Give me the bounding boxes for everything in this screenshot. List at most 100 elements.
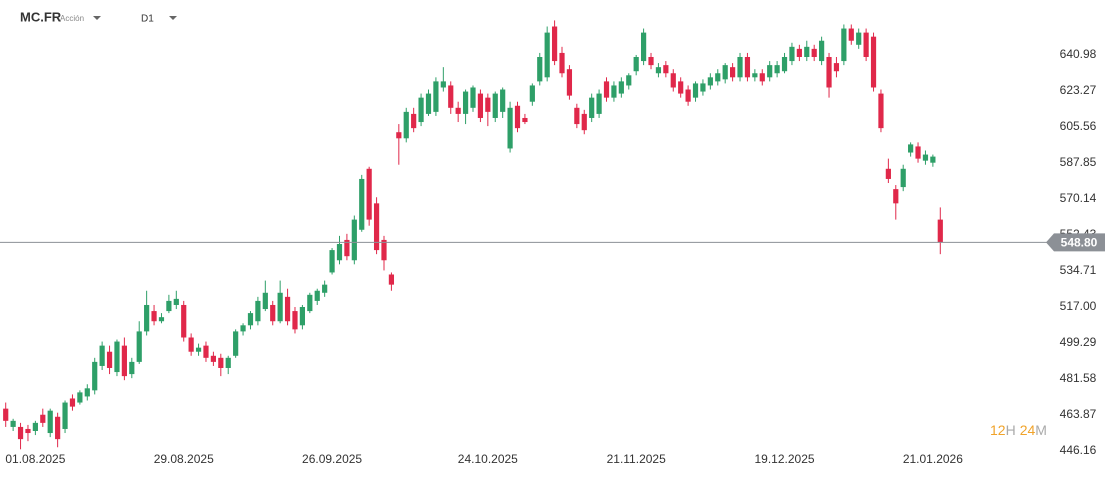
- price-tag: [1046, 233, 1105, 252]
- x-tick-label: 21.01.2026: [903, 452, 963, 466]
- candle-body: [640, 32, 647, 62]
- candle-body: [633, 56, 639, 72]
- candle-body: [99, 345, 105, 366]
- candle-body: [700, 83, 706, 92]
- candle-body: [388, 274, 395, 285]
- candle-body: [581, 113, 587, 131]
- x-tick-label: 21.11.2025: [607, 452, 666, 466]
- y-tick-label: 570.14: [1060, 191, 1097, 205]
- candle-body: [329, 250, 335, 273]
- dropdown-arrow[interactable]: [169, 16, 177, 20]
- candle-body: [247, 313, 254, 326]
- candle-body: [411, 113, 417, 129]
- candle-body: [314, 290, 320, 301]
- candle-body: [151, 311, 157, 322]
- candle-body: [930, 156, 936, 163]
- candle-body: [136, 331, 142, 362]
- candle-body: [396, 132, 402, 139]
- candle-body: [470, 87, 476, 108]
- y-tick-label: 446.16: [1060, 443, 1097, 457]
- candle-body: [514, 105, 521, 129]
- candle-body: [618, 81, 624, 94]
- y-tick-label: 534.71: [1060, 263, 1097, 277]
- candle-body: [715, 73, 721, 82]
- candle-body: [848, 28, 854, 41]
- candle-body: [759, 73, 765, 82]
- x-tick-label: 01.08.2025: [5, 452, 65, 466]
- candle-body: [188, 337, 194, 352]
- candle-body: [529, 85, 535, 102]
- candle-body: [47, 410, 53, 434]
- candle-body: [173, 298, 179, 305]
- session-badge: 12H 24M: [990, 422, 1047, 438]
- candle-body: [403, 111, 409, 139]
- candle-body: [551, 26, 558, 62]
- candle-body: [477, 93, 484, 118]
- candle-body: [433, 81, 439, 112]
- candle-body: [878, 93, 884, 129]
- candle-body: [744, 56, 751, 78]
- candle-body: [455, 107, 461, 114]
- candle-body: [730, 67, 736, 78]
- candle-body: [507, 107, 513, 149]
- candle-body: [270, 304, 276, 322]
- y-tick-label: 499.29: [1060, 335, 1097, 349]
- candle-body: [804, 46, 810, 57]
- y-tick-label: 605.56: [1060, 119, 1097, 133]
- candle-body: [166, 300, 172, 312]
- candle-body: [856, 32, 862, 45]
- candle-body: [336, 243, 343, 261]
- candle-body: [663, 65, 669, 74]
- candle-body: [722, 65, 728, 80]
- candle-body: [811, 48, 817, 57]
- candle-body: [3, 408, 9, 421]
- candle-body: [307, 294, 313, 312]
- candle-body: [181, 304, 187, 338]
- candle-body: [17, 426, 24, 440]
- candle-body: [537, 56, 543, 82]
- candle-body: [841, 28, 847, 62]
- candle-body: [893, 189, 899, 204]
- x-tick-label: 29.08.2025: [154, 452, 214, 466]
- candle-body: [195, 347, 202, 352]
- candle-body: [559, 52, 565, 74]
- candle-body: [692, 83, 699, 98]
- candle-body: [900, 168, 906, 188]
- candle-body: [603, 81, 610, 98]
- candle-body: [344, 239, 350, 257]
- candle-body: [32, 422, 38, 431]
- candle-body: [129, 361, 135, 375]
- instrument-kind: Acción: [60, 14, 84, 23]
- candle-body: [885, 168, 891, 179]
- x-tick-label: 24.10.2025: [458, 452, 518, 466]
- price-tag-label: 548.80: [1061, 236, 1098, 250]
- dropdown-arrow[interactable]: [93, 16, 101, 20]
- timeframe[interactable]: D1: [141, 14, 154, 25]
- x-tick-label: 26.09.2025: [302, 452, 362, 466]
- candle-body: [40, 414, 46, 423]
- badge-part: H: [1006, 422, 1016, 438]
- candle-body: [359, 178, 365, 230]
- candle-body: [92, 361, 98, 391]
- candle-body: [292, 311, 298, 330]
- candle-body: [796, 48, 802, 57]
- candle-body: [522, 117, 528, 123]
- candle-body: [84, 388, 90, 397]
- candle-body: [69, 398, 76, 407]
- candle-body: [262, 292, 268, 310]
- candle-body: [373, 203, 380, 251]
- candle-body: [678, 81, 684, 94]
- candle-body: [25, 428, 31, 434]
- y-tick-label: 587.85: [1060, 155, 1097, 169]
- candle-body: [218, 357, 224, 368]
- candle-body: [685, 89, 691, 102]
- candle-body: [485, 97, 491, 112]
- candle-body: [322, 284, 328, 293]
- candle-body: [121, 345, 127, 377]
- candle-body: [737, 56, 743, 78]
- candle-body: [611, 85, 617, 98]
- candle-body: [62, 402, 68, 429]
- candle-body: [908, 144, 914, 153]
- badge-part: 24: [1020, 422, 1036, 438]
- candle-body: [77, 392, 83, 403]
